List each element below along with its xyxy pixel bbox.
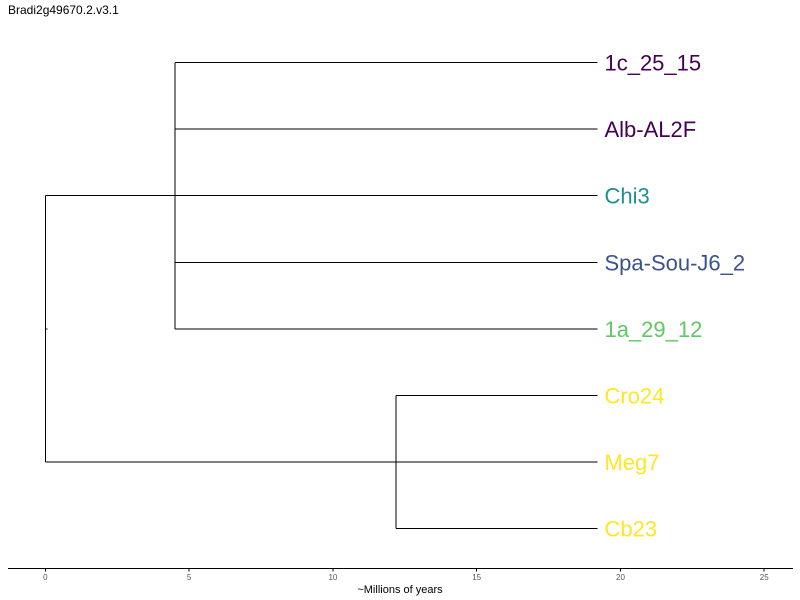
leaf-label-1a-29-12: 1a_29_12 xyxy=(604,317,702,342)
leaf-label-chi3: Chi3 xyxy=(604,184,649,209)
axis-tick-label-0: 0 xyxy=(43,573,48,582)
leaf-label-cro24: Cro24 xyxy=(604,384,664,409)
leaf-label-meg7: Meg7 xyxy=(604,450,659,475)
tree-branches xyxy=(44,62,598,530)
axis-tick-label-5: 5 xyxy=(187,573,192,582)
axis-tick-label-15: 15 xyxy=(472,573,481,582)
leaf-label-cb23: Cb23 xyxy=(604,517,657,542)
leaf-label-1c-25-15: 1c_25_15 xyxy=(604,51,701,76)
axis-ticks: 0 5 10 15 20 25 xyxy=(43,568,769,582)
page-title: Bradi2g49670.2.v3.1 xyxy=(8,3,119,17)
axis-title: ~Millions of years xyxy=(357,584,443,596)
axis-tick-label-25: 25 xyxy=(760,573,769,582)
leaf-label-alb-al2f: Alb-AL2F xyxy=(604,117,696,142)
leaf-labels: 1c_25_15 Alb-AL2F Chi3 Spa-Sou-J6_2 1a_29_12… xyxy=(604,51,745,542)
time-axis: 0 5 10 15 20 25 ~Millions of years xyxy=(8,568,793,596)
axis-tick-label-20: 20 xyxy=(616,573,625,582)
axis-tick-label-10: 10 xyxy=(328,573,337,582)
leaf-label-spa-sou-j6-2: Spa-Sou-J6_2 xyxy=(604,250,745,275)
